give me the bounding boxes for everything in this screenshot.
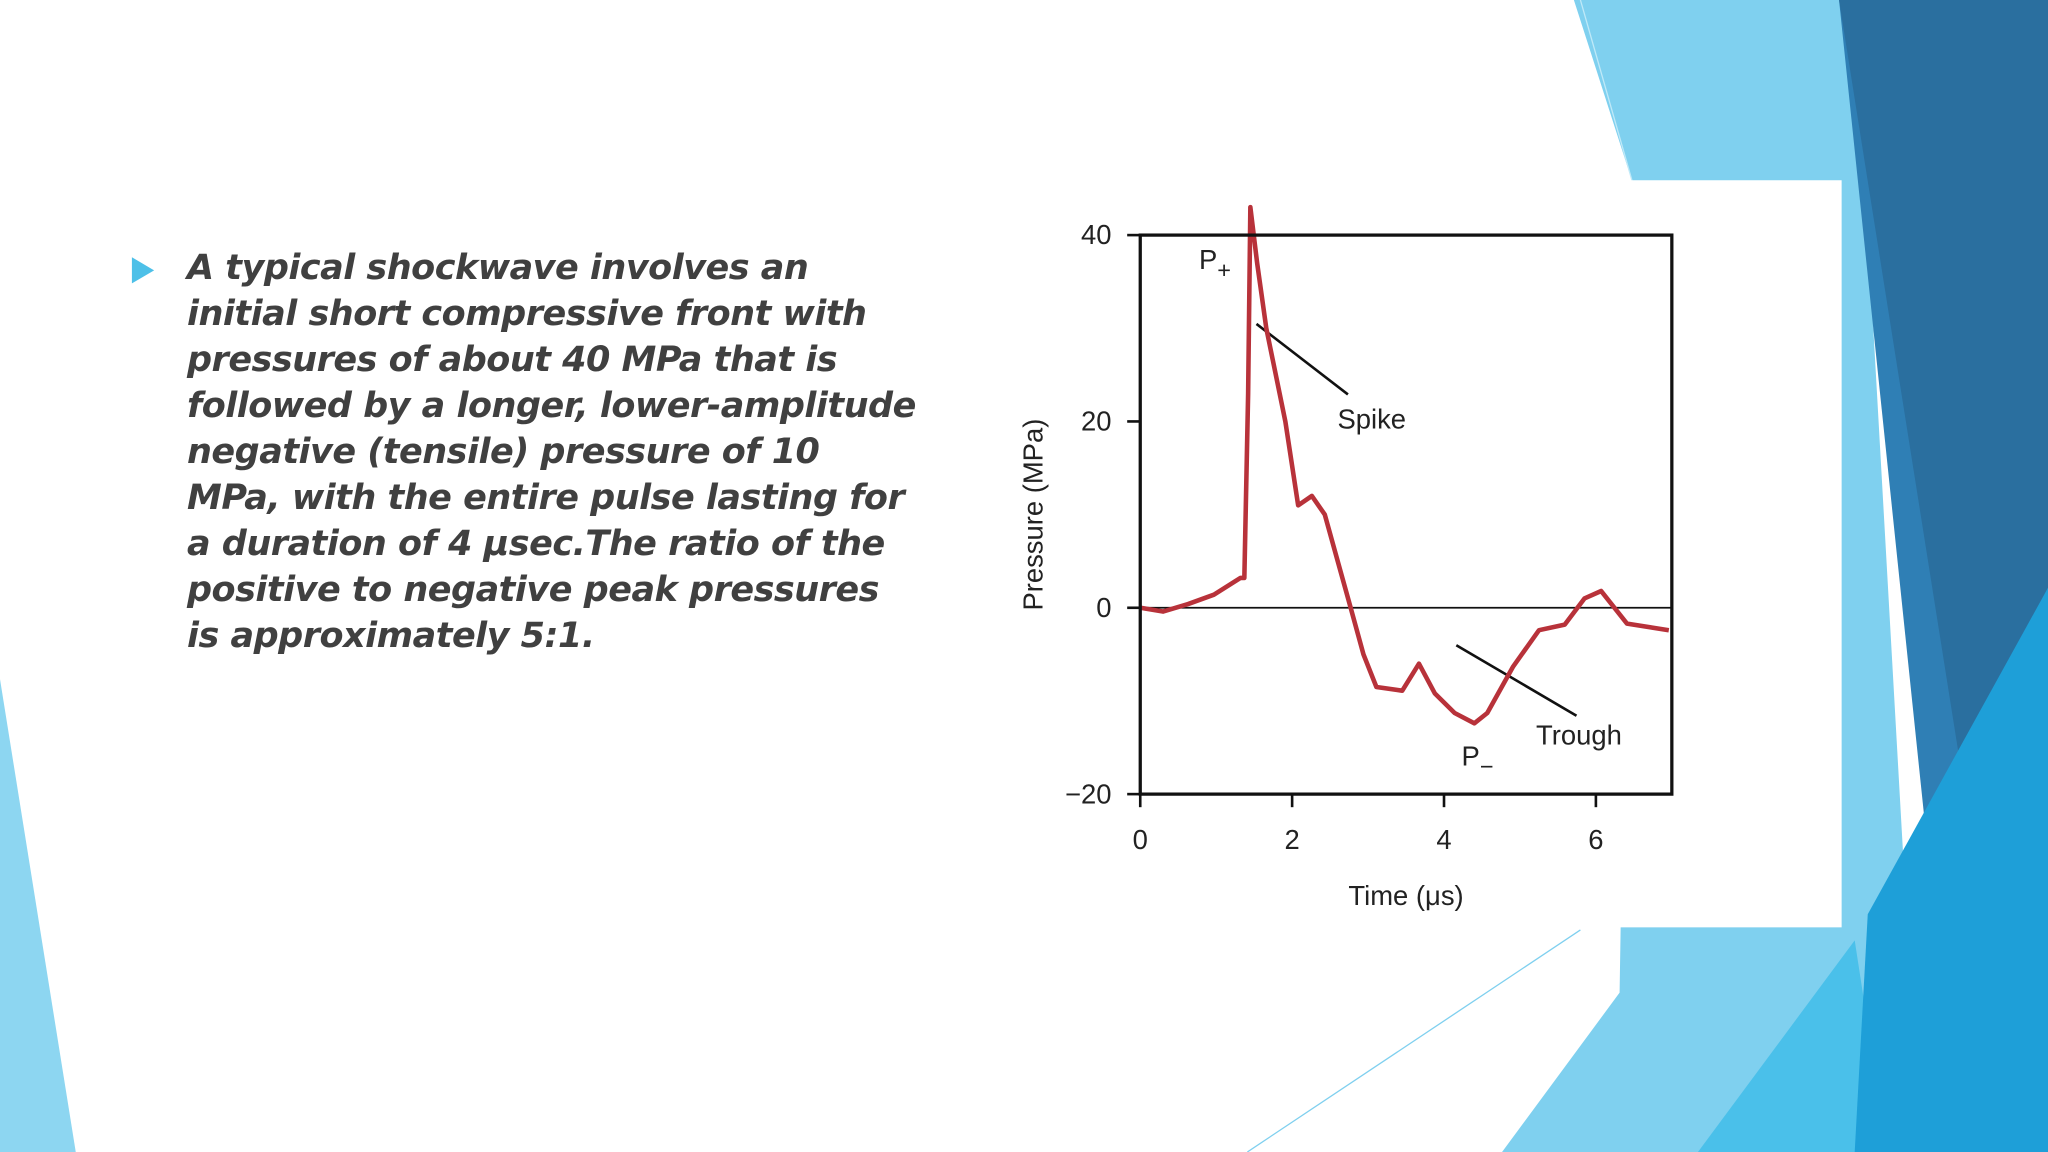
annotation: P+ (1199, 244, 1231, 283)
bg-shape (1839, 0, 2048, 758)
y-tick-label: 20 (1081, 406, 1111, 437)
y-tick-label: 40 (1081, 219, 1111, 250)
y-tick-label: −20 (1065, 778, 1112, 809)
x-tick-label: 2 (1285, 824, 1300, 855)
annotation-text: Spike (1337, 403, 1406, 434)
y-axis-label: Pressure (MPa) (1017, 419, 1048, 611)
bg-shape (0, 679, 76, 1152)
annotation-text: Trough (1536, 719, 1622, 750)
annotation: Trough (1536, 719, 1622, 750)
leader-line (1455, 644, 1578, 717)
bullet-marker (131, 257, 155, 284)
annotation: Spike (1337, 403, 1406, 434)
annotation-text: P (1462, 740, 1480, 771)
annotation-subscript: + (1217, 257, 1231, 283)
annotation-subscript: − (1480, 754, 1494, 780)
plot-frame (1138, 233, 1674, 796)
bg-shape (1854, 587, 2048, 1152)
bg-line (1579, 0, 1634, 184)
bg-line (1246, 929, 1581, 1152)
x-axis-label: Time (μs) (1348, 880, 1463, 911)
annotation: P− (1462, 740, 1494, 779)
bg-shape (1697, 940, 1888, 1152)
leader-line (1255, 322, 1349, 396)
y-tick-label: 0 (1096, 592, 1111, 623)
x-tick-label: 6 (1588, 824, 1603, 855)
data-line (1139, 204, 1670, 726)
bullet-text: A typical shockwave involves an initial … (187, 248, 916, 656)
x-tick-label: 4 (1436, 824, 1451, 855)
annotation-text: P (1199, 244, 1217, 275)
chart-background (992, 180, 1842, 928)
x-tick-label: 0 (1133, 824, 1148, 855)
